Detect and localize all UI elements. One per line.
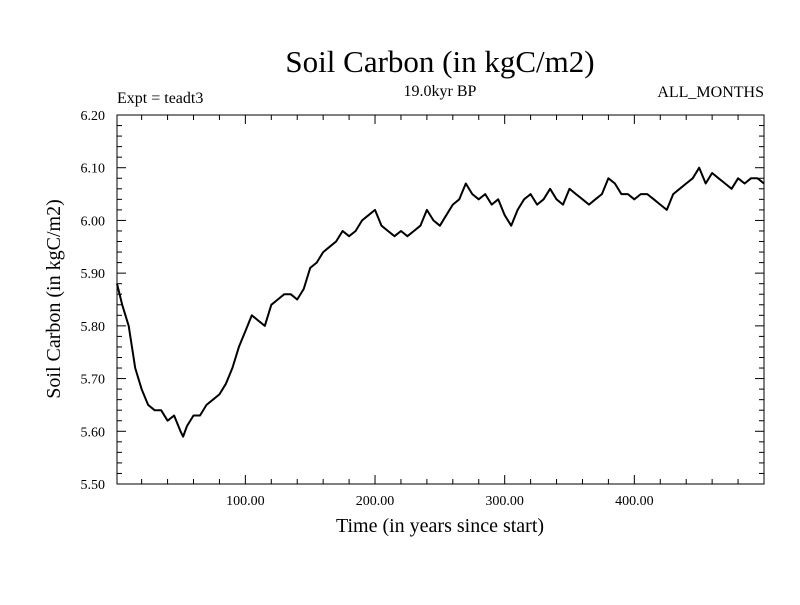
x-axis-label: Time (in years since start) (336, 515, 544, 537)
y-tick-label: 6.20 (81, 109, 106, 124)
y-tick-label: 5.60 (81, 425, 106, 440)
y-tick-label: 5.70 (81, 373, 106, 388)
y-tick-label: 5.80 (81, 320, 106, 335)
y-tick-label: 6.00 (81, 214, 106, 229)
plot-frame (116, 114, 765, 485)
x-tick-label: 200.00 (356, 494, 395, 509)
y-tick-label: 6.10 (81, 162, 106, 177)
x-tick-label: 400.00 (615, 494, 654, 509)
chart-title: Soil Carbon (in kgC/m2) (285, 44, 594, 79)
chart-subtitle: 19.0kyr BP (404, 83, 477, 100)
x-tick-labels: 100.00 200.00 300.00 400.00 (226, 494, 653, 509)
x-tick-label: 100.00 (226, 494, 265, 509)
series-line-soil-carbon (116, 166, 765, 438)
x-tick-label: 300.00 (485, 494, 524, 509)
y-tick-label: 5.50 (81, 478, 106, 493)
experiment-label: Expt = teadt3 (117, 90, 203, 107)
y-tick-labels: 5.50 5.60 5.70 5.80 5.90 6.00 6.10 6.20 (81, 109, 106, 493)
tick-marks (117, 115, 764, 484)
period-label: ALL_MONTHS (657, 84, 764, 101)
y-axis-label: Soil Carbon (in kgC/m2) (43, 199, 65, 398)
y-tick-label: 5.90 (81, 267, 106, 282)
